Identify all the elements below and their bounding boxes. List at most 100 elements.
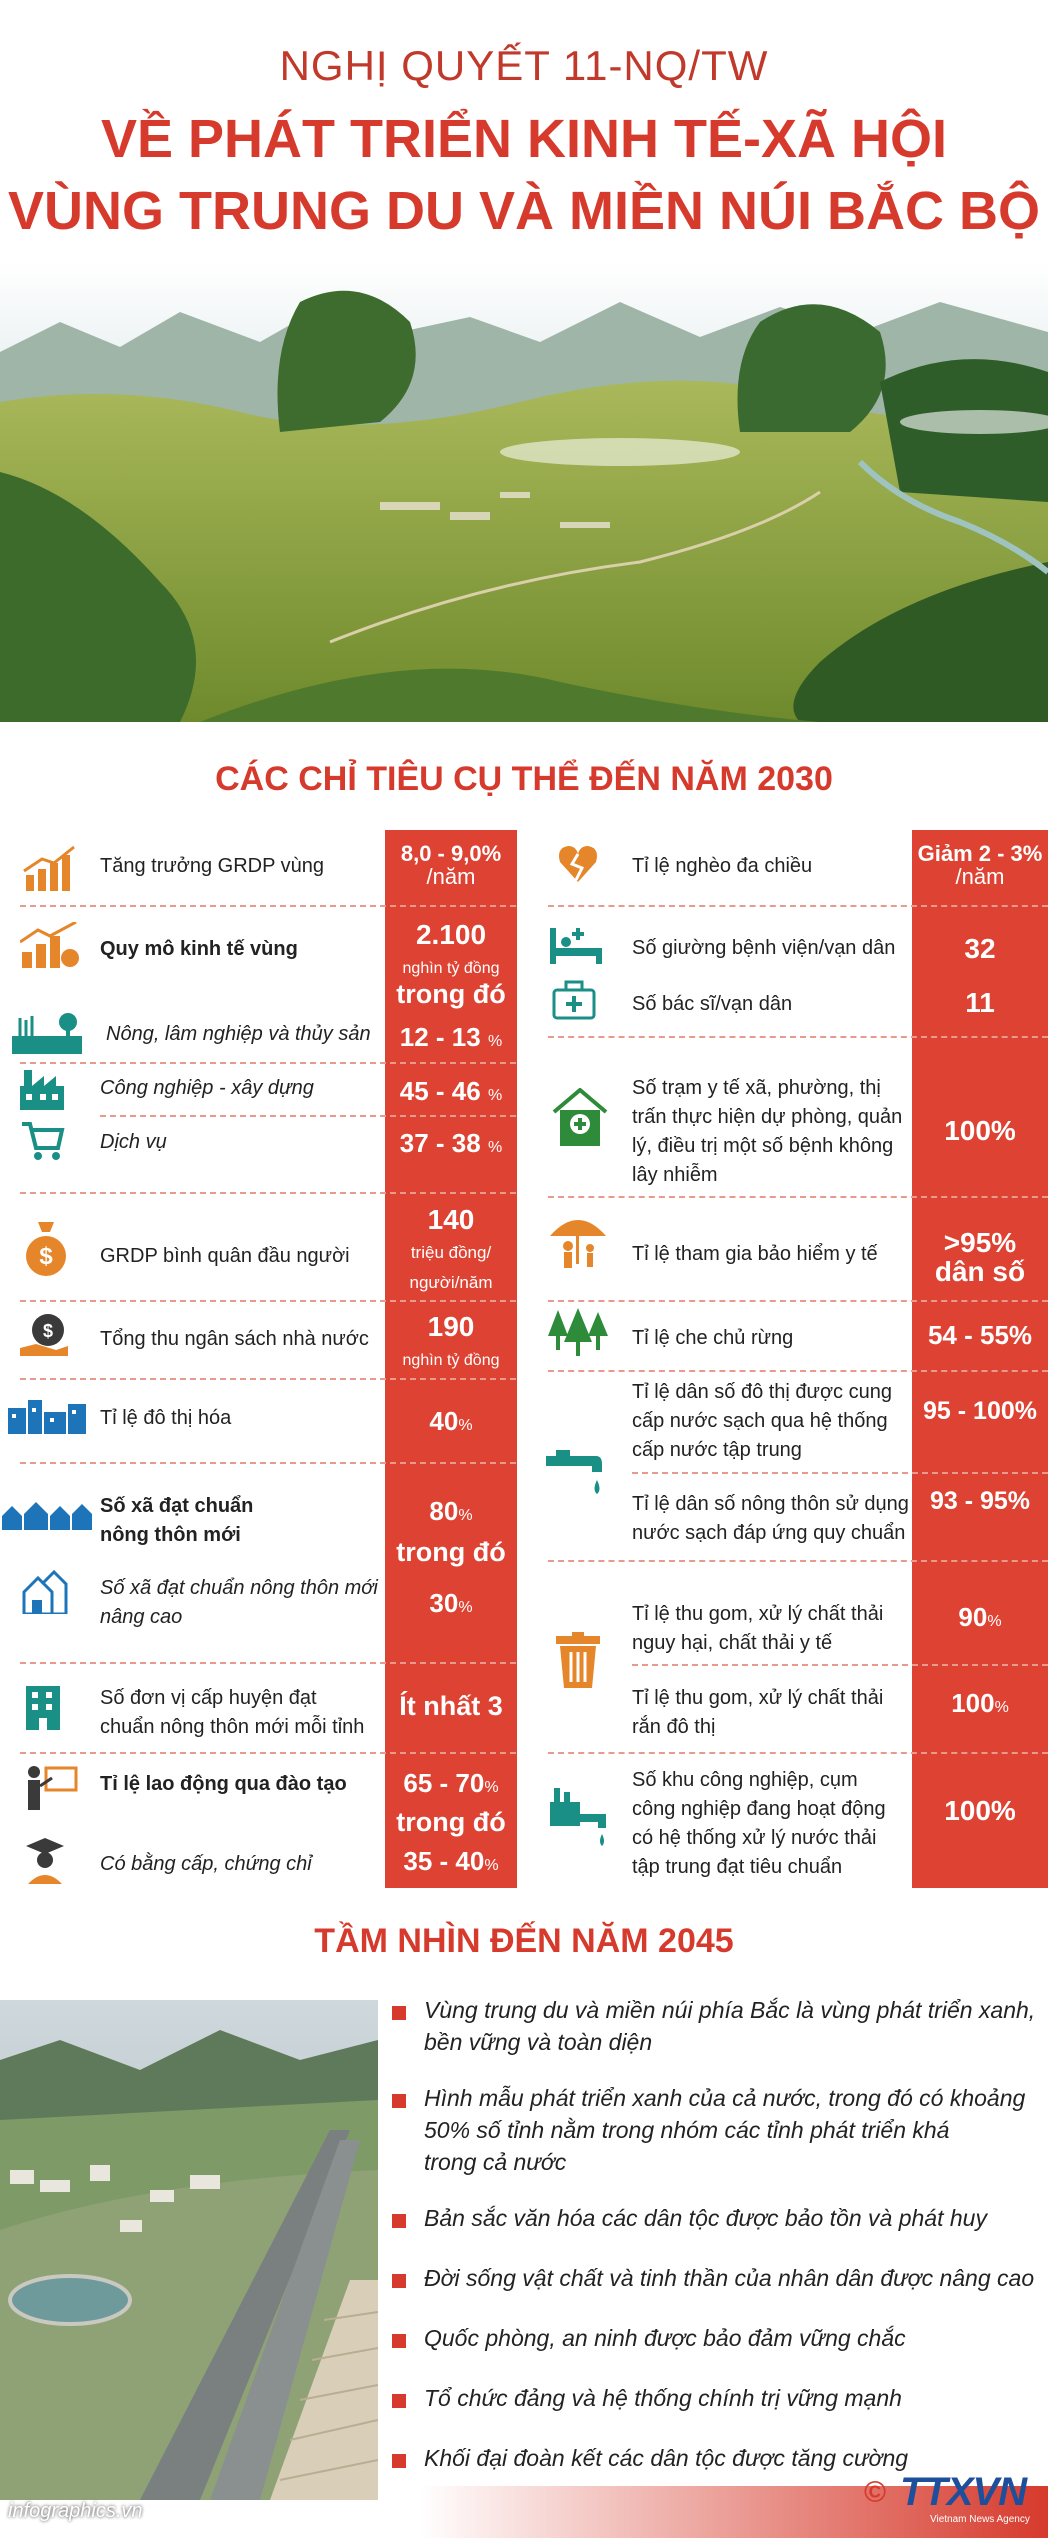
hero-landscape-image [0, 262, 1048, 722]
vision-item-6: Tổ chức đảng và hệ thống chính trị vững … [424, 2385, 902, 2411]
economic-scale-of-which: trong đó [396, 979, 506, 1009]
solid-waste-value: 100% [951, 1688, 1009, 1718]
vision-item-7: Khối đại đoàn kết các dân tộc được tăng … [424, 2445, 909, 2471]
budget-value: 190 nghìn tỷ đồng [402, 1311, 500, 1370]
factory-icon [18, 1068, 68, 1117]
resolution-number: NGHỊ QUYẾT 11-NQ/TW [279, 42, 769, 89]
health-insurance-umbrella-icon [546, 1210, 610, 1275]
health-insurance-value: >95% dân số [934, 1227, 1026, 1288]
rural-water-value: 93 - 95% [929, 1487, 1031, 1515]
vision-bullet [392, 2454, 406, 2468]
footer-strip [0, 2486, 1048, 2538]
vision-bullet [392, 2274, 406, 2288]
advanced-village-icon [22, 1569, 68, 1619]
services-value: 37 - 38 % [399, 1128, 503, 1158]
vision-bullet [392, 2214, 406, 2228]
ntm-advanced-label: Số xã đạt chuẩn nông thôn mới nâng cao [100, 1577, 378, 1628]
svg-text:$: $ [39, 1243, 53, 1270]
forest-cover-value: 54 - 55% [927, 1320, 1033, 1350]
urban-water-value: 95 - 100% [923, 1397, 1037, 1425]
hospital-beds-label: Số giường bệnh viện/vạn dân [632, 937, 896, 959]
agency-name: Vietnam News Agency [930, 2514, 1030, 2525]
grdp-per-capita-label: GRDP bình quân đầu người [100, 1245, 350, 1267]
shopping-cart-icon [20, 1120, 66, 1167]
services-label: Dịch vụ [100, 1131, 167, 1153]
district-building-icon [22, 1680, 64, 1735]
hazardous-waste-label: Tỉ lệ thu gom, xử lý chất thải nguy hại, … [632, 1603, 884, 1654]
budget-label: Tổng thu ngân sách nhà nước [100, 1328, 369, 1350]
economic-scale-value: 2.100 nghìn tỷ đồng [402, 919, 500, 978]
urban-water-label: Tỉ lệ dân số đô thị được cung cấp nước sạ… [632, 1381, 892, 1461]
graduate-icon [22, 1836, 68, 1889]
farm-field-icon [12, 1010, 82, 1059]
industry-value: 45 - 46 % [399, 1076, 503, 1106]
first-aid-kit-icon [552, 980, 596, 1025]
ntm-value: 80% [429, 1496, 473, 1526]
poverty-label: Tỉ lệ nghèo đa chiều [632, 855, 813, 877]
certified-label: Có bằng cấp, chứng chỉ [100, 1853, 312, 1875]
vision-item-2: Hình mẫu phát triển xanh của cả nước, tr… [424, 2085, 1026, 2176]
urbanization-label: Tỉ lệ đô thị hóa [100, 1407, 232, 1429]
vision-bullet [392, 2394, 406, 2408]
health-insurance-label: Tỉ lệ tham gia bảo hiểm y tế [632, 1243, 878, 1265]
hospital-beds-value: 32 [964, 933, 996, 964]
right-values-column [912, 830, 1048, 1888]
doctors-value: 11 [965, 987, 995, 1018]
solid-waste-label: Tỉ lệ thu gom, xử lý chất thải rắn đô thị [632, 1687, 884, 1738]
health-stations-value: 100% [944, 1115, 1016, 1146]
ntm-of-which: trong đó [396, 1537, 506, 1567]
economic-scale-label: Quy mô kinh tế vùng [100, 938, 298, 960]
trash-bin-icon [556, 1632, 600, 1693]
vision-city-aerial-image [0, 2000, 378, 2500]
vision-bullet [392, 2006, 406, 2020]
teacher-board-icon [22, 1764, 78, 1815]
industry-label: Công nghiệp - xây dựng [100, 1077, 314, 1099]
vision-title: TẦM NHÌN ĐẾN NĂM 2045 [314, 1922, 734, 1960]
industrial-wastewater-label: Số khu công nghiệp, cụm công nghiệp đang … [632, 1769, 886, 1878]
rural-water-label: Tỉ lệ dân số nông thôn sử dụng nước sạch … [632, 1493, 909, 1544]
growth-chart-icon [22, 845, 78, 898]
svg-text:$: $ [43, 1321, 53, 1341]
economic-scale-icon [19, 920, 80, 977]
district-value: Ít nhất 3 [399, 1691, 503, 1721]
poverty-value: Giảm 2 - 3%/năm [917, 841, 1043, 890]
water-tap-icon [546, 1450, 606, 1511]
targets-title: CÁC CHỈ TIÊU CỤ THỂ ĐẾN NĂM 2030 [215, 760, 833, 798]
resolution-title-line1: VỀ PHÁT TRIỂN KINH TẾ-XÃ HỘI [100, 109, 948, 169]
grdp-per-capita-value: 140 triệu đồng/người/năm [409, 1204, 493, 1292]
vision-item-1: Vùng trung du và miền núi phía Bắc là vù… [424, 1997, 1036, 2056]
left-values-column [385, 830, 517, 1888]
budget-hand-icon: $ [18, 1310, 72, 1365]
district-label: Số đơn vị cấp huyện đạt chuẩn nông thôn m… [100, 1687, 365, 1738]
ttxvn-logo: TTXVN [900, 2470, 1027, 2514]
vision-item-5: Quốc phòng, an ninh được bảo đảm vững ch… [424, 2325, 906, 2351]
industrial-water-treatment-icon [548, 1784, 610, 1851]
ntm-label: Số xã đạt chuẩn nông thôn mới [100, 1495, 254, 1546]
trained-labour-value: 65 - 70% [403, 1768, 499, 1798]
grdp-growth-label: Tăng trưởng GRDP vùng [100, 855, 325, 877]
footer-site[interactable]: infographics.vn [8, 2500, 143, 2522]
trained-labour-of-which: trong đó [396, 1807, 506, 1837]
doctors-label: Số bác sĩ/vạn dân [632, 993, 793, 1015]
agriculture-value: 12 - 13 % [399, 1022, 503, 1052]
trained-labour-label: Tỉ lệ lao động qua đào tạo [100, 1773, 347, 1795]
copyright-icon: © [864, 2476, 887, 2509]
certified-value: 35 - 40% [403, 1846, 499, 1876]
urbanization-value: 40% [429, 1406, 473, 1436]
poverty-broken-heart-icon [556, 842, 600, 891]
vision-item-3: Bản sắc văn hóa các dân tộc được bảo tồn… [424, 2205, 987, 2231]
vision-item-4: Đời sống vật chất và tinh thần của nhân … [424, 2265, 1035, 2291]
agriculture-label: Nông, lâm nghiệp và thủy sản [106, 1023, 371, 1045]
grdp-growth-value: 8,0 - 9,0%/năm [400, 841, 502, 890]
health-station-icon [552, 1087, 608, 1153]
forest-trees-icon [546, 1308, 610, 1363]
vision-bullet [392, 2334, 406, 2348]
city-buildings-icon [8, 1398, 88, 1439]
forest-cover-label: Tỉ lệ che chủ rừng [632, 1327, 794, 1349]
resolution-title-line2: VÙNG TRUNG DU VÀ MIỀN NÚI BẮC BỘ [7, 181, 1040, 241]
money-bag-icon: $ [24, 1220, 68, 1285]
vision-bullet [392, 2094, 406, 2108]
hazardous-waste-value: 90% [958, 1602, 1002, 1632]
ntm-advanced-value: 30% [429, 1588, 473, 1618]
village-houses-icon [2, 1500, 92, 1535]
